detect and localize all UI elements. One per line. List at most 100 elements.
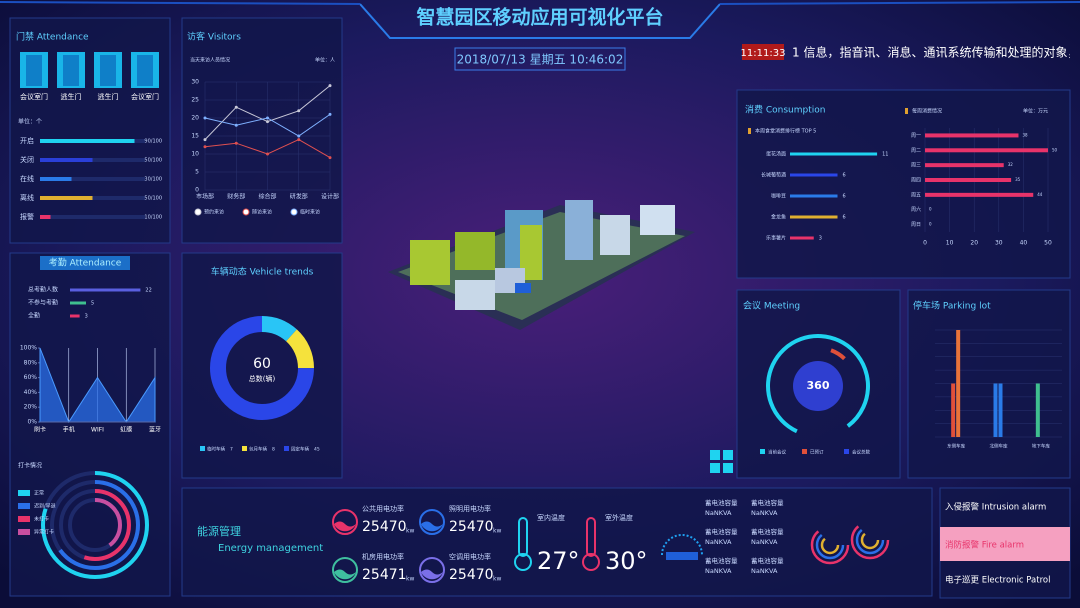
y-tick-label: 周一 xyxy=(911,133,921,139)
bar-label: 报警 xyxy=(20,212,34,221)
y-tick-label: 0% xyxy=(27,419,37,426)
gauge-inner-ring xyxy=(778,346,858,426)
panel xyxy=(181,487,933,597)
energy-unit: kw xyxy=(493,528,501,535)
fire-alarm-bg[interactable] xyxy=(940,527,1070,561)
value-label: 5 xyxy=(91,301,94,307)
x-tick-label: 20 xyxy=(970,240,978,247)
battery-value: NaNKVA xyxy=(705,509,732,517)
y-tick-label: 周四 xyxy=(911,178,921,184)
alarm-item[interactable]: 入侵报警 Intrusion alarm xyxy=(945,502,1046,513)
header-frame xyxy=(0,1,1080,71)
energy-title: 能源管理 xyxy=(197,524,241,538)
bar xyxy=(790,152,878,156)
x-tick-label: 手机 xyxy=(63,426,75,434)
bar-label: 蛋花汤面 xyxy=(766,151,786,158)
door-leaf xyxy=(26,55,42,86)
battery-value: NaNKVA xyxy=(751,509,778,517)
building xyxy=(410,240,450,285)
legend-label: 随访来访 xyxy=(252,209,272,216)
energy-value: 25470 xyxy=(449,519,494,535)
bar-track xyxy=(40,215,145,219)
energy-label: 空调用电功率 xyxy=(449,552,491,561)
subtitle-marker xyxy=(748,128,751,134)
legend-value: 8 xyxy=(272,447,275,453)
mini-ring xyxy=(860,530,880,550)
bar-track xyxy=(40,177,145,181)
bar xyxy=(790,215,838,219)
value-label: 50/100 xyxy=(144,158,162,164)
legend-label: 已预订 xyxy=(810,449,824,456)
y-tick-label: 5 xyxy=(195,169,199,176)
y-tick-label: 40% xyxy=(24,389,38,396)
thermometer xyxy=(586,517,596,557)
y-tick-label: 20% xyxy=(24,404,38,411)
mini-ring xyxy=(820,535,840,555)
value-label: 90/100 xyxy=(144,139,162,145)
ring xyxy=(68,498,122,552)
x-tick-label: 研发部 xyxy=(290,193,308,201)
gauge-value: 360 xyxy=(807,379,830,392)
energy-icon xyxy=(332,509,358,535)
unit: 单位：个 xyxy=(18,118,42,126)
bar xyxy=(40,158,93,162)
y-tick-label: 15 xyxy=(191,133,199,140)
ring xyxy=(41,471,149,579)
value-label: 3 xyxy=(819,236,822,242)
x-tick-label: 30 xyxy=(995,240,1003,247)
value-label: 22 xyxy=(145,288,151,294)
legend-value: 45 xyxy=(314,447,320,453)
menu-cell[interactable] xyxy=(723,450,733,460)
panel-title: 消费 Consumption xyxy=(745,104,825,116)
x-tick-label: 地下车库 xyxy=(1032,443,1050,450)
x-tick-label: 40 xyxy=(1020,240,1028,247)
x-tick-label: 10 xyxy=(946,240,954,247)
bar xyxy=(40,215,51,219)
alarm-item[interactable]: 消防报警 Fire alarm xyxy=(945,540,1024,551)
panel xyxy=(181,17,343,244)
legend-label: 包月车辆 xyxy=(249,446,267,453)
energy-label: 机房用电功率 xyxy=(362,552,404,561)
energy-wave xyxy=(334,521,356,532)
bar xyxy=(40,139,135,143)
bar-label: 全勤 xyxy=(28,312,40,320)
x-tick-label: 蓝牙 xyxy=(149,426,161,434)
menu-icon[interactable] xyxy=(710,450,733,473)
gauge-core xyxy=(793,361,843,411)
legend-label: 当前会议 xyxy=(768,449,786,456)
y-tick-label: 20 xyxy=(191,115,199,122)
battery-label: 蓄电池容量 xyxy=(751,498,784,507)
thermometer-bulb xyxy=(582,553,600,571)
building xyxy=(640,205,675,235)
bar-label: 总考勤人数 xyxy=(28,286,58,294)
point xyxy=(234,105,238,109)
panel xyxy=(181,252,343,479)
header-line xyxy=(359,3,721,39)
energy-value: 25470 xyxy=(449,567,494,583)
page-title: 智慧园区移动应用可视化平台 xyxy=(416,6,663,29)
menu-cell[interactable] xyxy=(710,463,720,473)
bar-label: 咖啡豆 xyxy=(771,193,786,200)
energy-icon xyxy=(419,557,445,583)
x-tick-label: WIFI xyxy=(91,427,104,434)
battery-value: NaNKVA xyxy=(751,567,778,575)
bar xyxy=(70,288,141,292)
point xyxy=(203,145,207,149)
menu-cell[interactable] xyxy=(723,463,733,473)
battery-label: 蓄电池容量 xyxy=(751,556,784,565)
alarm-item[interactable]: 电子巡更 Electronic Patrol xyxy=(945,575,1050,586)
donut-segment xyxy=(210,316,314,420)
battery-label: 蓄电池容量 xyxy=(705,498,738,507)
energy-wave xyxy=(421,569,443,580)
value-label: 11 xyxy=(882,152,888,158)
door-label: 会议室门 xyxy=(20,92,48,101)
building xyxy=(600,215,630,255)
thermometer xyxy=(518,517,528,557)
legend-label: 临时车辆 xyxy=(207,446,225,453)
pressure-base xyxy=(666,552,698,560)
bar xyxy=(925,148,1048,153)
energy-icon xyxy=(419,509,445,535)
menu-cell[interactable] xyxy=(710,450,720,460)
door-label: 会议室门 xyxy=(131,92,159,101)
point xyxy=(266,120,269,124)
